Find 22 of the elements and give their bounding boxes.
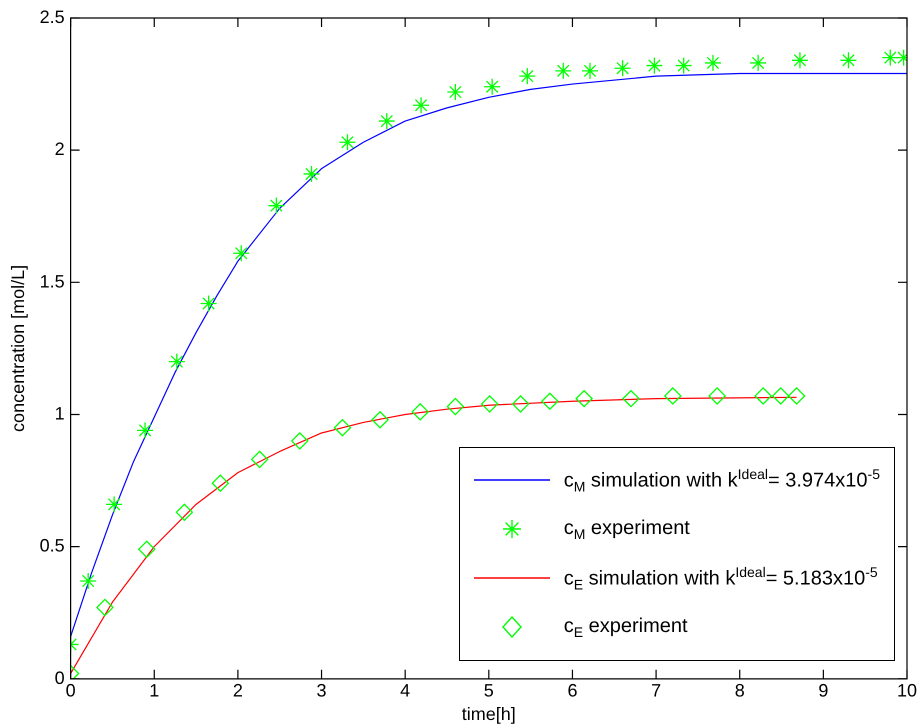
y-tick-label: 1.5 bbox=[40, 271, 65, 292]
legend-label: c$_{E}$ simulation with k$^{Ideal}$= 5.183x10$^{-5}$ bbox=[564, 564, 878, 593]
y-tick-label: 0.5 bbox=[40, 536, 65, 556]
y-axis-title: concentration [mol/L] bbox=[8, 264, 28, 432]
x-tick-label: 2 bbox=[232, 680, 243, 701]
x-tick-label: 6 bbox=[567, 680, 578, 701]
y-tick-label: 2.5 bbox=[40, 6, 65, 27]
x-tick-label: 8 bbox=[734, 680, 745, 701]
y-tick-label: 0 bbox=[54, 668, 65, 688]
legend-label: c$_{M}$ experiment bbox=[564, 516, 690, 542]
x-tick-label: 3 bbox=[316, 680, 327, 701]
x-tick-label: 7 bbox=[651, 680, 662, 701]
x-tick-label: 1 bbox=[149, 680, 160, 701]
y-tick-label: 2 bbox=[54, 139, 65, 160]
legend-label: c$_{M}$ simulation with k$^{Ideal}$= 3.974x10$^{-5}$ bbox=[564, 466, 880, 495]
x-tick-label: 4 bbox=[400, 680, 410, 701]
x-tick-label: 10 bbox=[896, 680, 918, 701]
y-tick-label: 1 bbox=[54, 403, 65, 424]
x-axis-title: time[h] bbox=[462, 704, 516, 724]
x-tick-label: 5 bbox=[484, 680, 494, 701]
x-tick-label: 9 bbox=[818, 680, 828, 701]
legend-label: c$_{E}$ experiment bbox=[564, 614, 688, 640]
